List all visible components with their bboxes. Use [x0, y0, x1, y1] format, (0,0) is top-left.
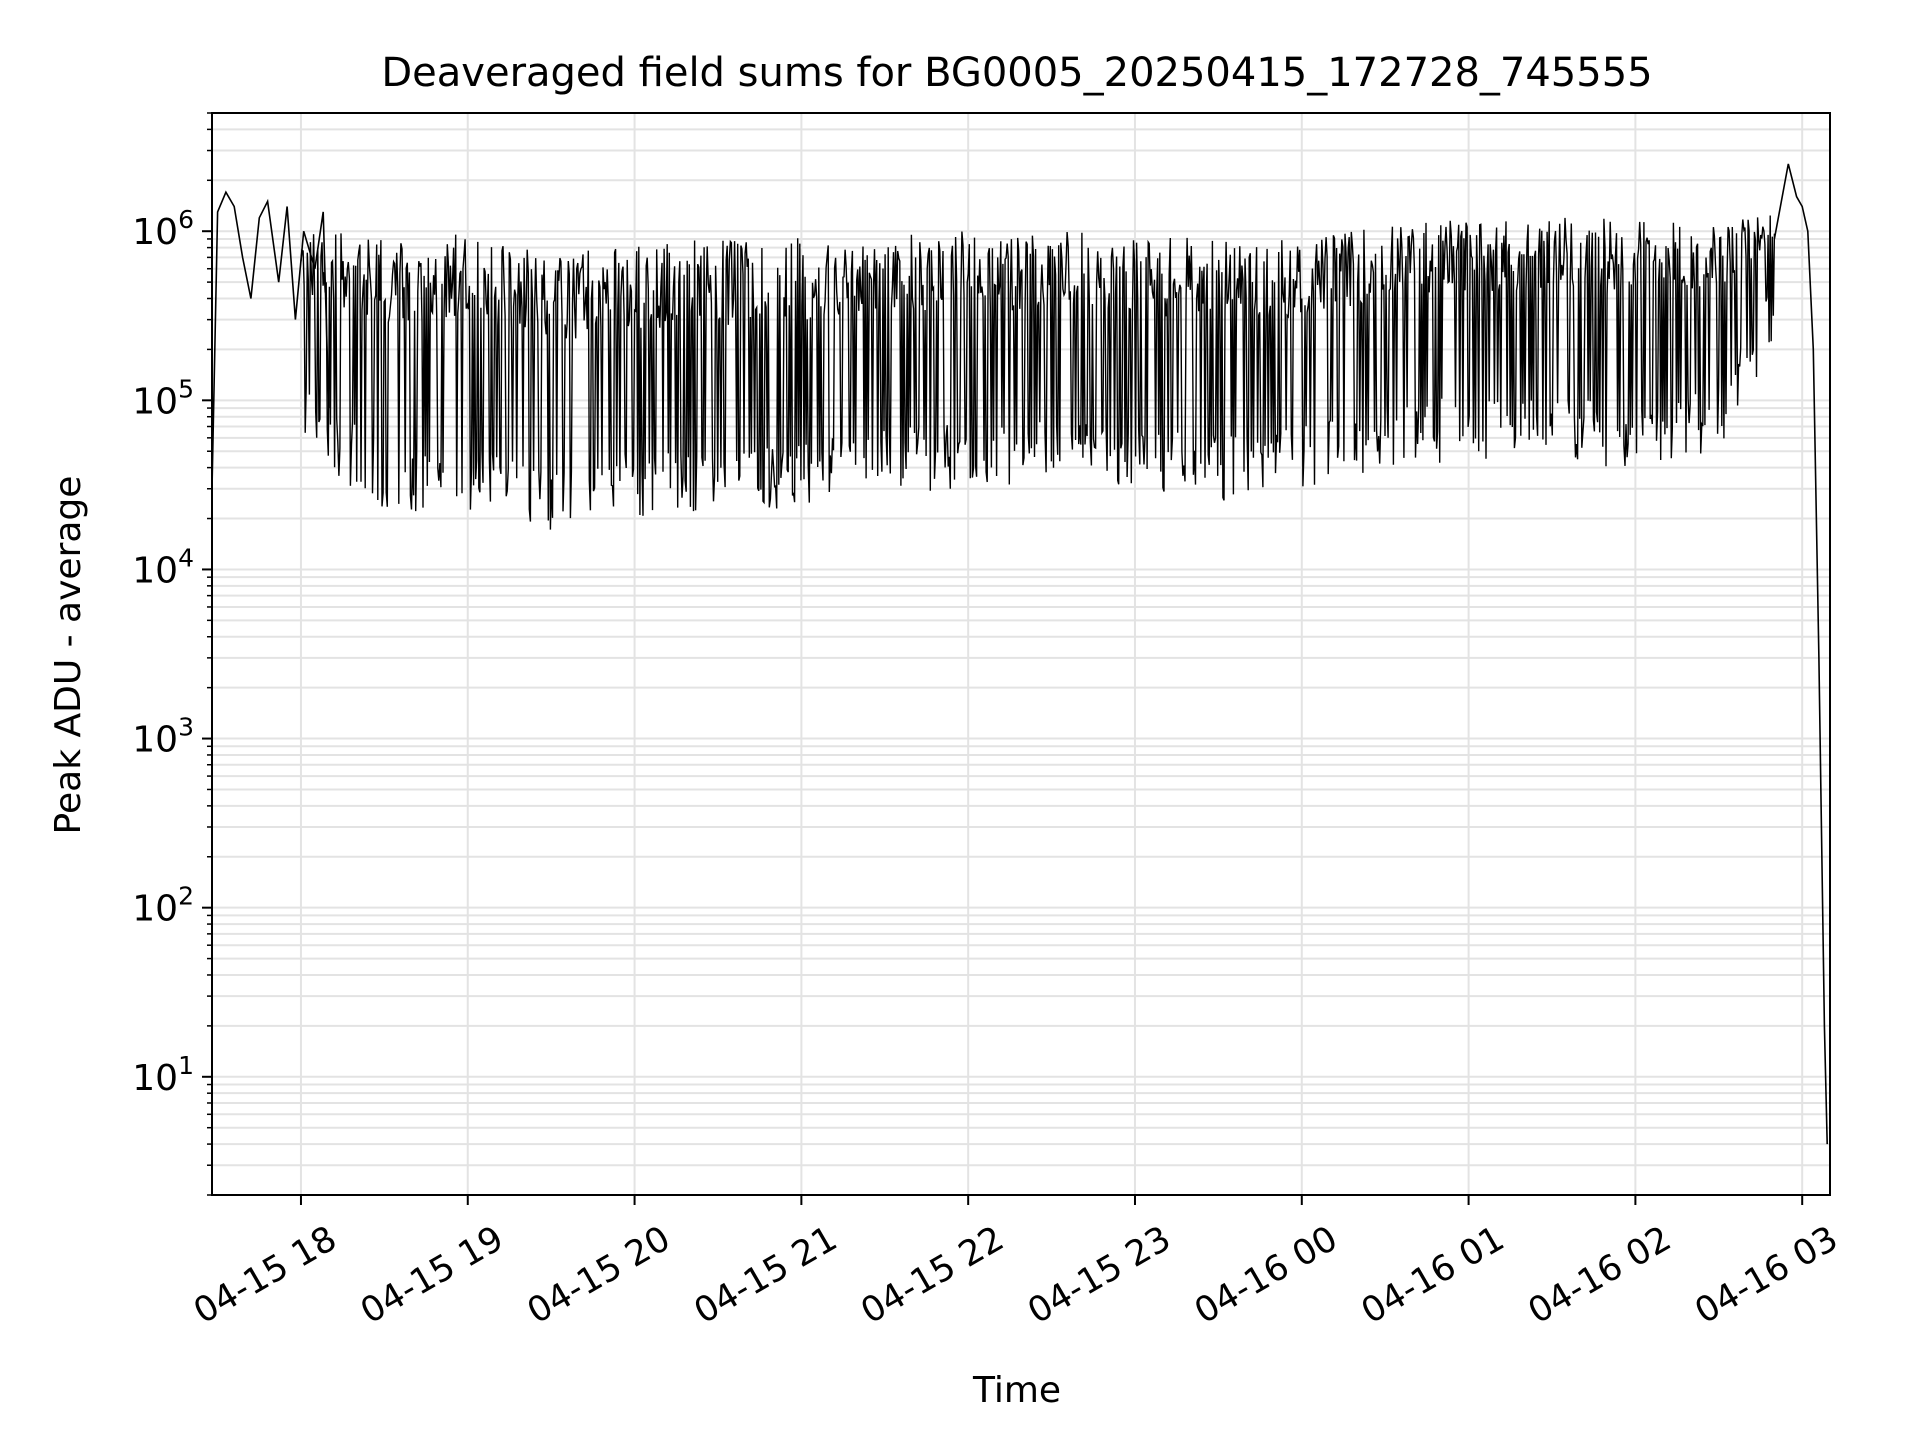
plot-frame [211, 112, 1831, 1196]
data-layer [211, 163, 1828, 1145]
y-tick-label: 106 [132, 205, 194, 253]
series-dense-trace [300, 215, 1776, 530]
series-tail-trace [1773, 163, 1828, 1145]
x-axis-label: Time [972, 1370, 1061, 1411]
y-tick-label: 103 [132, 713, 194, 761]
y-tick-label: 101 [132, 1051, 194, 1099]
y-tick-label: 104 [132, 543, 194, 591]
series-start-trace [211, 190, 330, 489]
y-axis-label: Peak ADU - average [48, 476, 89, 835]
y-tick-label: 102 [132, 882, 194, 930]
chart-title: Deaveraged field sums for BG0005_2025041… [381, 50, 1652, 96]
y-tick-label: 105 [132, 374, 194, 422]
